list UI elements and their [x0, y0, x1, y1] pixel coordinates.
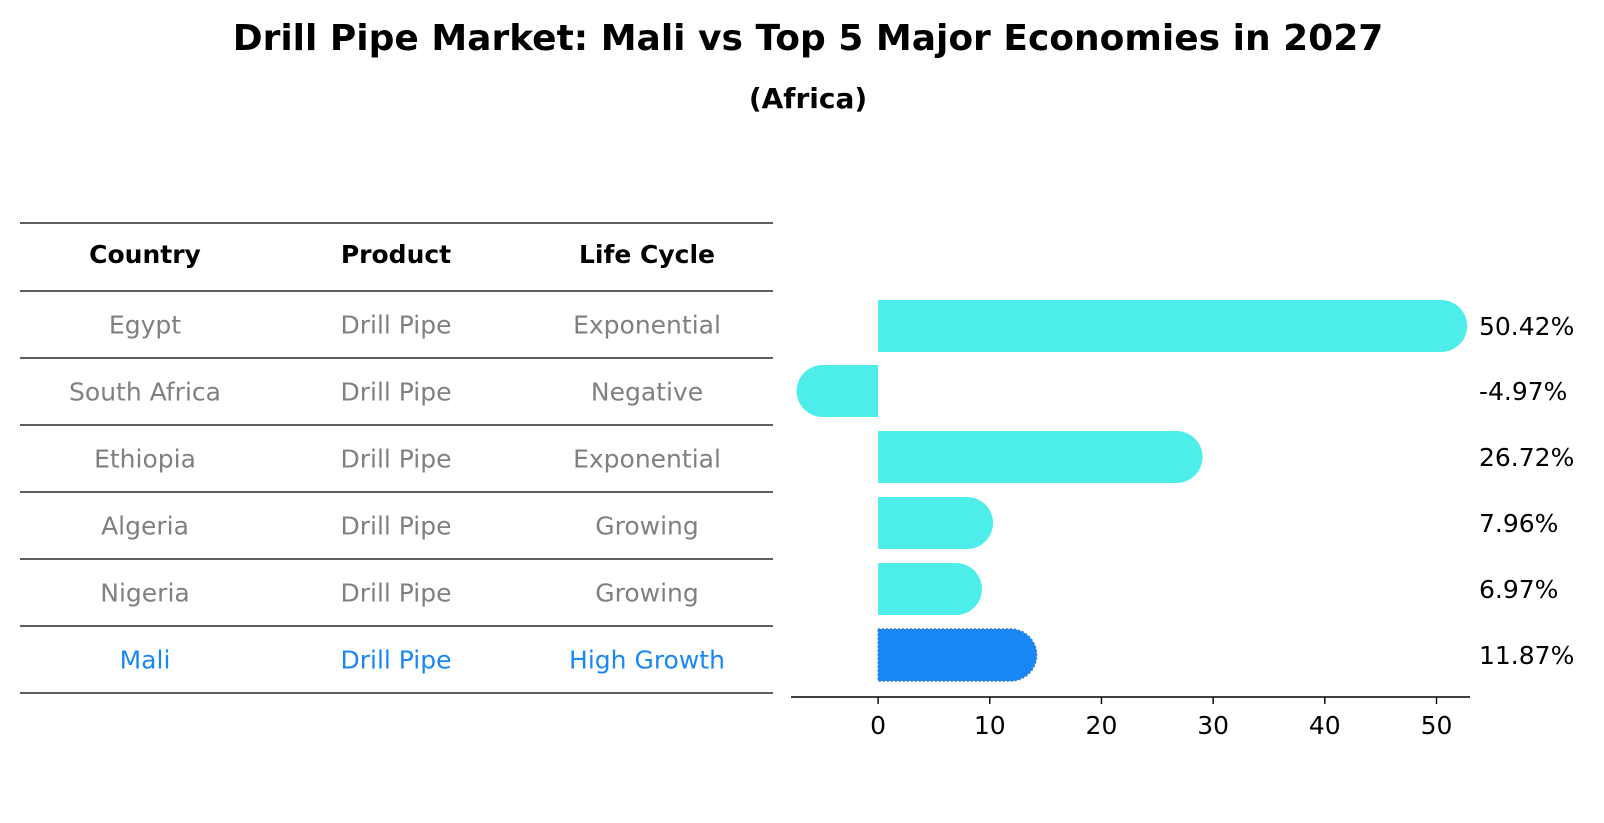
table-header-life-cycle: Life Cycle [579, 240, 715, 269]
table-cell-country: Ethiopia [94, 445, 196, 474]
table-cell-life-cycle: High Growth [569, 646, 725, 675]
bar-value-label: 50.42% [1479, 312, 1574, 341]
x-tick-label: 50 [1421, 711, 1453, 740]
x-tick-label: 20 [1086, 711, 1118, 740]
table-cell-product: Drill Pipe [340, 579, 451, 608]
bar-value-label: 11.87% [1479, 641, 1574, 670]
bar-ethiopia [878, 431, 1203, 483]
table-cell-country: Mali [120, 646, 171, 675]
table-header-product: Product [341, 240, 451, 269]
table-cell-life-cycle: Growing [595, 579, 699, 608]
table-cell-country: Egypt [109, 311, 181, 340]
table-cell-product: Drill Pipe [340, 445, 451, 474]
x-tick-label: 40 [1309, 711, 1341, 740]
table-header-country: Country [89, 240, 201, 269]
table-cell-product: Drill Pipe [340, 512, 451, 541]
table-cell-country: Algeria [101, 512, 189, 541]
table-cell-life-cycle: Growing [595, 512, 699, 541]
x-tick-label: 0 [870, 711, 886, 740]
bar-south-africa [796, 365, 879, 417]
chart-title: Drill Pipe Market: Mali vs Top 5 Major E… [233, 18, 1384, 59]
bar-mali [877, 628, 1038, 682]
table-cell-product: Drill Pipe [340, 378, 451, 407]
bar-value-label: 26.72% [1479, 443, 1574, 472]
bar-value-label: 6.97% [1479, 575, 1558, 604]
comparison-table: Country Product Life Cycle Egypt Drill Pipe E… [20, 222, 773, 694]
bar-egypt [878, 300, 1468, 352]
bar-value-label: 7.96% [1479, 509, 1558, 538]
bar-chart: 50.42% -4.97% 26.72% 7.96% 6.97% 11.87% [796, 300, 1574, 682]
x-axis: 0 10 20 30 40 50 [791, 696, 1470, 740]
x-tick-label: 10 [974, 711, 1006, 740]
table-cell-country: South Africa [69, 378, 221, 407]
bar-nigeria [878, 563, 982, 615]
table-cell-life-cycle: Exponential [573, 311, 721, 340]
table-cell-country: Nigeria [100, 579, 189, 608]
chart-subtitle: (Africa) [749, 82, 867, 115]
table-cell-product: Drill Pipe [340, 311, 451, 340]
bar-algeria [878, 497, 994, 549]
x-tick-label: 30 [1197, 711, 1229, 740]
table-cell-product: Drill Pipe [340, 646, 451, 675]
table-cell-life-cycle: Exponential [573, 445, 721, 474]
bar-value-label: -4.97% [1479, 377, 1567, 406]
table-cell-life-cycle: Negative [591, 378, 703, 407]
